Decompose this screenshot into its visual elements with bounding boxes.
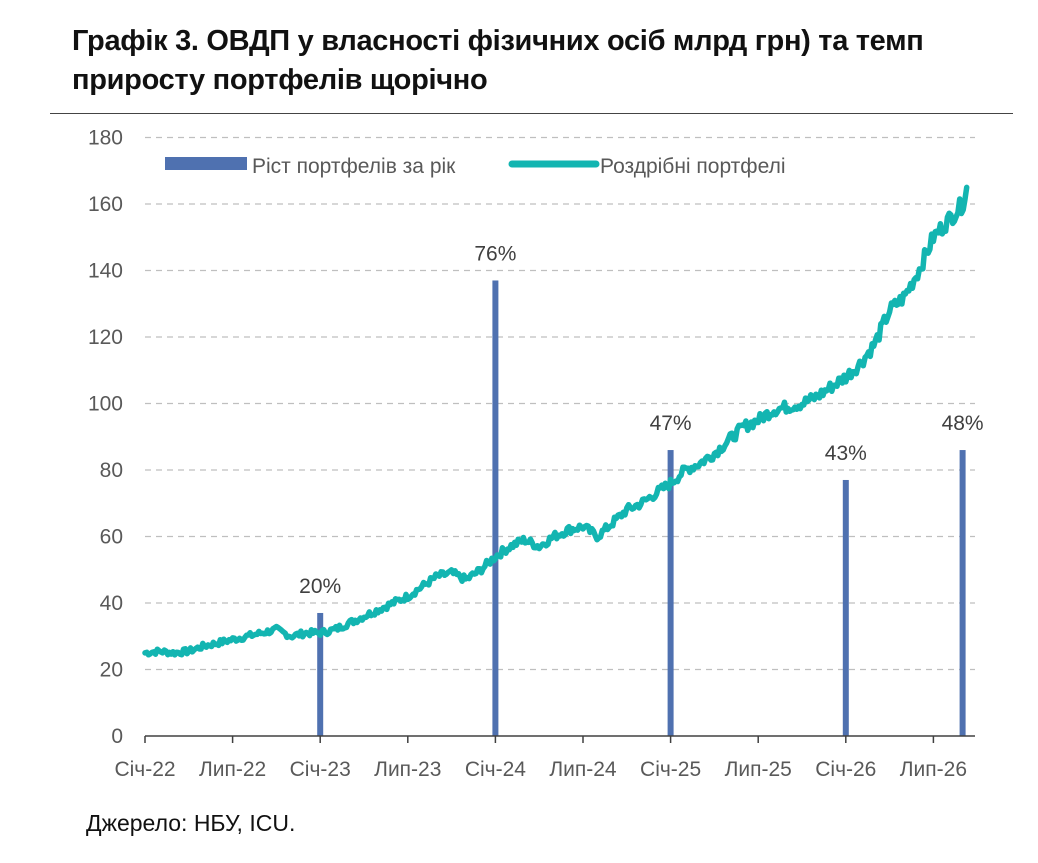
title-rule [50, 113, 1013, 114]
bars [317, 280, 966, 736]
x-tick-label: Лип-23 [374, 758, 441, 781]
x-tick-label: Січ-24 [465, 758, 526, 781]
legend-bar-label: Ріст портфелів за рік [252, 155, 456, 178]
x-tick-label: Лип-22 [199, 758, 266, 781]
y-tick-label: 180 [88, 127, 123, 150]
y-tick-label: 160 [88, 193, 123, 216]
y-tick-label: 0 [111, 725, 123, 748]
series-line [142, 184, 970, 658]
bar-data-label: 20% [299, 575, 341, 598]
y-tick-label: 60 [100, 526, 123, 549]
x-tick-label: Січ-26 [815, 758, 876, 781]
grid [145, 136, 975, 671]
x-tick-label: Січ-25 [640, 758, 701, 781]
y-tick-label: 20 [100, 659, 123, 682]
x-tick-label: Лип-25 [725, 758, 792, 781]
bar-data-label: 48% [942, 412, 984, 435]
x-tick-label: Лип-24 [549, 758, 617, 781]
x-tick-label: Лип-26 [900, 758, 967, 781]
retail-portfolio-line [142, 184, 970, 658]
bar-Січ-23 [317, 612, 324, 736]
x-tick-label: Січ-22 [114, 758, 175, 781]
y-tick-label: 140 [88, 260, 123, 283]
data-labels: 20% 76% 47% 43% 48% [299, 242, 983, 597]
y-tick-label: 80 [100, 459, 123, 482]
legend: Ріст портфелів за рік Роздрібні портфелі [165, 155, 785, 178]
bar-data-label: 47% [650, 412, 692, 435]
x-axis: Січ-22 Лип-22 Січ-23 Лип-23 Січ-24 Лип-24 Січ-… [114, 735, 975, 781]
y-tick-label: 100 [88, 393, 123, 416]
bar-data-label: 43% [825, 442, 867, 465]
y-ticks: 0 20 40 60 80 100 120 140 160 180 [88, 127, 123, 749]
legend-line-label: Роздрібні портфелі [600, 155, 785, 178]
bar-Січ-26 [842, 479, 849, 736]
bar-data-label: 76% [474, 242, 516, 265]
x-tick-label: Січ-23 [290, 758, 351, 781]
source-note: Джерело: НБУ, ICU. [86, 810, 296, 836]
bar-Січ-25 [667, 450, 674, 736]
legend-bar-swatch [165, 157, 247, 170]
y-tick-label: 40 [100, 592, 123, 615]
y-tick-label: 120 [88, 326, 123, 349]
bar-Січ-24 [492, 280, 499, 736]
bar-Вер-26 [959, 450, 966, 736]
chart-title: Графік 3. ОВДП у власності фізичних осіб… [72, 25, 924, 96]
